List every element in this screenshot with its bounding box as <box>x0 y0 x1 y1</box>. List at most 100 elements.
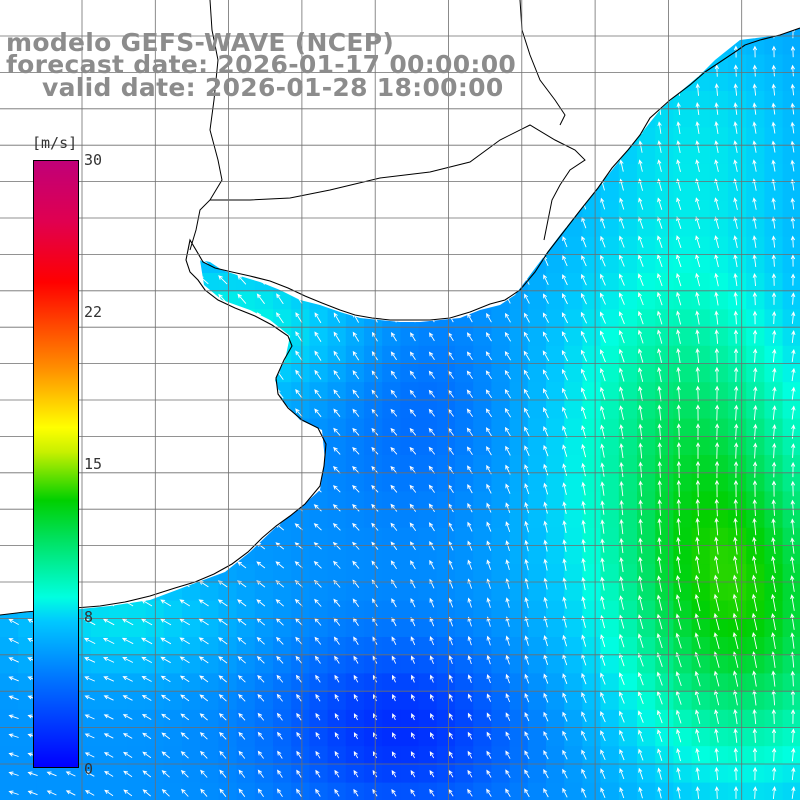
wind-cell <box>509 491 529 511</box>
wind-cell <box>436 418 456 438</box>
wind-cell <box>582 582 602 602</box>
wind-arrow <box>429 616 435 627</box>
wind-cell <box>728 764 747 784</box>
wind-arrow <box>733 689 738 706</box>
wind-cell <box>418 728 438 747</box>
wind-cell <box>600 564 620 583</box>
wind-arrow <box>504 331 511 342</box>
wind-cell <box>582 418 602 438</box>
wind-cell <box>655 691 674 711</box>
wind-arrow <box>84 752 95 758</box>
wind-arrow <box>752 121 757 134</box>
wind-arrow <box>390 503 398 512</box>
wind-cell <box>746 345 765 365</box>
wind-arrow <box>102 637 115 645</box>
wind-arrow <box>352 579 360 588</box>
wind-cell <box>782 163 800 183</box>
wind-arrow <box>505 635 510 646</box>
wind-arrow <box>8 714 19 720</box>
wind-arrow <box>657 121 662 134</box>
wind-cell <box>327 400 347 420</box>
wind-cell <box>691 127 711 147</box>
wind-cell <box>655 618 674 638</box>
wind-arrow <box>581 481 586 496</box>
wind-arrow <box>332 504 341 512</box>
wind-arrow <box>638 404 643 421</box>
wind-arrow <box>676 216 682 229</box>
wind-arrow <box>122 714 133 720</box>
wind-cell <box>400 746 420 765</box>
wind-cell <box>618 509 638 529</box>
wind-arrow <box>657 254 663 268</box>
wind-cell <box>691 782 711 800</box>
wind-cell <box>382 691 401 711</box>
wind-arrow <box>390 332 397 342</box>
wind-arrow <box>352 370 360 380</box>
wind-arrow <box>84 695 95 701</box>
wind-arrow <box>352 541 360 550</box>
wind-cell <box>327 418 347 438</box>
wind-arrow <box>314 636 322 645</box>
wind-arrow <box>753 367 758 382</box>
wind-cell <box>254 618 274 638</box>
wind-cell <box>163 673 183 693</box>
wind-arrow <box>581 596 586 609</box>
wind-cell <box>746 54 765 74</box>
wind-arrow <box>524 520 529 533</box>
wind-cell <box>345 637 365 656</box>
wind-arrow <box>695 442 701 459</box>
wind-cell <box>582 746 602 765</box>
wind-arrow <box>352 598 360 608</box>
wind-cell <box>473 655 492 674</box>
wind-arrow <box>409 370 416 379</box>
wind-cell <box>509 764 529 784</box>
wind-arrow <box>102 618 115 626</box>
wind-cell <box>564 564 583 583</box>
wind-arrow <box>600 405 606 420</box>
wind-cell <box>709 109 729 128</box>
wind-arrow <box>333 312 341 323</box>
wind-arrow <box>542 350 550 362</box>
wind-cell <box>637 509 656 529</box>
wind-cell <box>782 236 800 256</box>
wind-cell <box>618 291 638 310</box>
wind-cell <box>18 782 37 800</box>
wind-cell <box>600 455 620 474</box>
wind-arrow <box>277 769 283 778</box>
wind-arrow <box>198 656 209 664</box>
wind-arrow <box>562 596 567 609</box>
wind-arrow <box>676 498 681 517</box>
wind-cell <box>546 655 565 674</box>
wind-arrow <box>238 769 246 778</box>
wind-cell <box>691 509 711 529</box>
wind-cell <box>345 691 365 711</box>
wind-cell <box>309 364 329 383</box>
wind-cell <box>455 436 474 456</box>
wind-cell <box>236 709 256 729</box>
wind-cell <box>764 600 784 620</box>
wind-arrow <box>694 574 701 593</box>
wind-arrow <box>256 293 265 305</box>
wind-arrow <box>695 460 701 479</box>
wind-cell <box>218 673 238 693</box>
wind-arrow <box>714 216 720 229</box>
wind-arrow <box>752 272 757 287</box>
wind-cell <box>436 782 456 800</box>
wind-cell <box>618 473 638 492</box>
wind-arrow <box>467 521 473 532</box>
wind-cell <box>564 527 583 547</box>
wind-cell <box>709 254 729 274</box>
wind-arrow <box>771 64 776 77</box>
wind-cell <box>455 728 474 747</box>
wind-arrow <box>504 388 511 399</box>
wind-cell <box>655 473 674 492</box>
wind-arrow <box>296 750 302 759</box>
wind-arrow <box>733 310 738 325</box>
wind-cell <box>200 746 219 765</box>
wind-arrow <box>638 385 643 402</box>
wind-cell <box>455 364 474 383</box>
wind-arrow <box>771 197 776 210</box>
wind-arrow <box>770 593 776 612</box>
wind-cell <box>655 509 674 529</box>
